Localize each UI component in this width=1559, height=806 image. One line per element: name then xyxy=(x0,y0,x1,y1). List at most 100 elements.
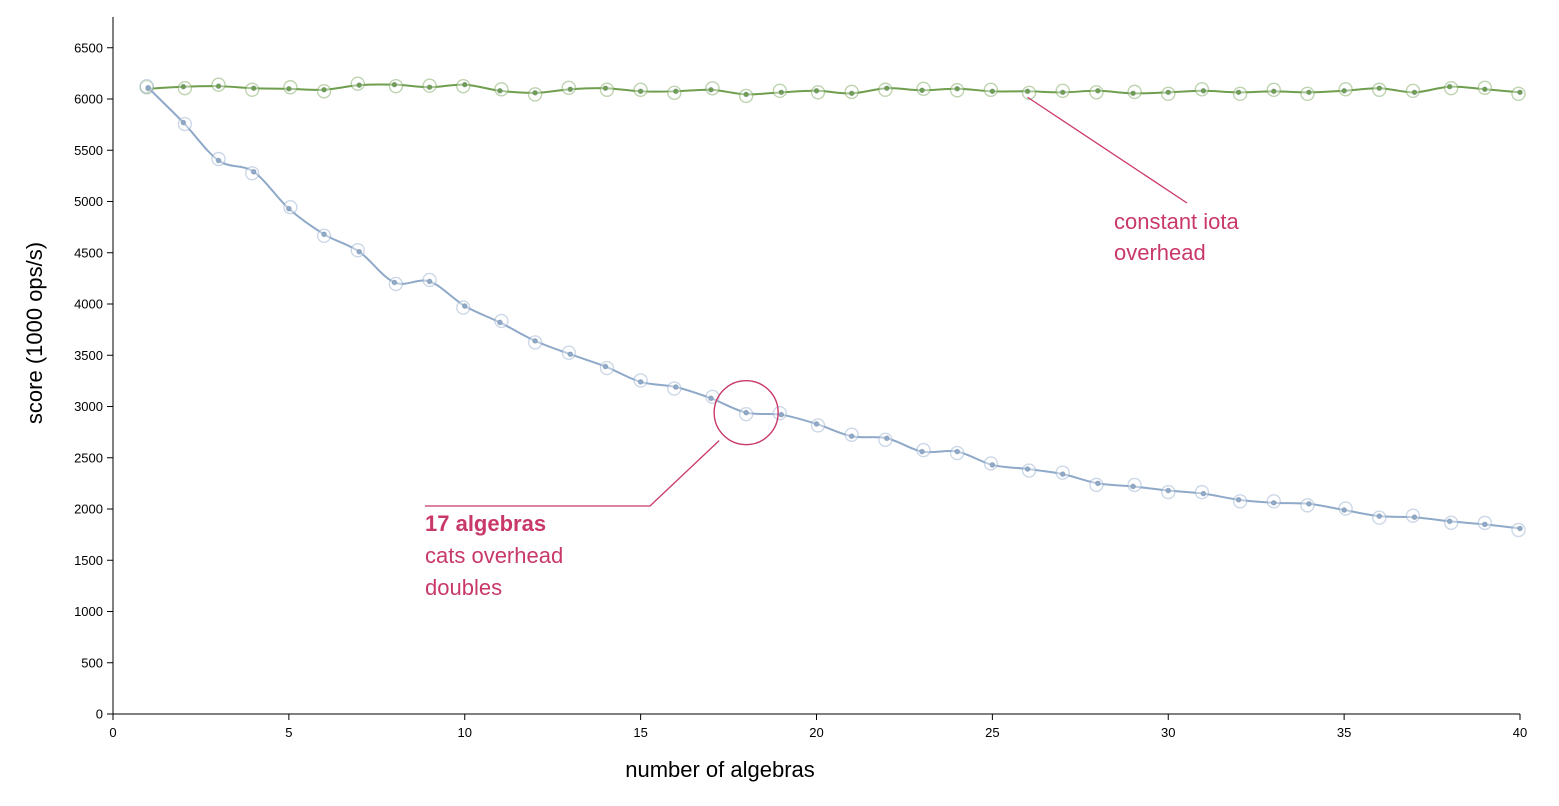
data-point xyxy=(602,85,609,92)
axes: 0 500 1000 1500 2000 2500 3000 3500 4000 4500 5000… xyxy=(74,17,1527,740)
data-point xyxy=(1165,89,1172,96)
data-point xyxy=(1235,496,1242,503)
data-point xyxy=(743,91,750,98)
y-tick-label: 6000 xyxy=(74,92,103,107)
data-point xyxy=(1095,87,1101,94)
data-point xyxy=(1341,87,1348,94)
data-point xyxy=(1200,87,1207,94)
data-point xyxy=(708,395,714,402)
data-point xyxy=(285,85,292,92)
data-point xyxy=(145,84,152,91)
y-tick-label: 3000 xyxy=(74,399,103,414)
data-point xyxy=(391,81,398,88)
x-tick-label: 5 xyxy=(285,725,292,740)
data-point xyxy=(1130,90,1136,97)
x-tick-label: 30 xyxy=(1161,725,1175,740)
annotation-layer: constant iota overhead 17 algebras cats ove… xyxy=(425,96,1240,600)
data-point xyxy=(637,379,644,385)
y-tick-label: 5000 xyxy=(74,194,103,209)
data-point xyxy=(1517,89,1523,96)
annotation-text: 17 algebras xyxy=(425,511,546,536)
x-tick-label: 35 xyxy=(1337,725,1351,740)
data-point xyxy=(1411,89,1418,96)
y-tick-label: 0 xyxy=(96,707,103,722)
data-point xyxy=(813,421,820,427)
data-point xyxy=(461,303,468,309)
x-tick-label: 40 xyxy=(1513,725,1527,740)
data-point xyxy=(215,83,222,90)
data-point xyxy=(1024,88,1031,95)
annotation-text: constant iota xyxy=(1114,209,1240,234)
data-point xyxy=(672,88,679,95)
series-line xyxy=(148,83,1521,96)
y-tick-label: 1500 xyxy=(74,553,103,568)
data-point xyxy=(321,86,327,93)
data-point xyxy=(1024,466,1031,472)
y-tick-label: 2000 xyxy=(74,502,103,517)
x-tick-label: 25 xyxy=(985,725,999,740)
data-point xyxy=(919,448,925,455)
data-point xyxy=(1130,483,1136,490)
y-tick-label: 3500 xyxy=(74,348,103,363)
data-point xyxy=(989,88,996,95)
data-point xyxy=(426,278,433,285)
data-point xyxy=(954,448,961,455)
annotation-cats: 17 algebras cats overhead doubles xyxy=(425,379,779,600)
data-point xyxy=(919,87,925,94)
x-tick-label: 15 xyxy=(633,725,647,740)
y-tick-label: 2500 xyxy=(74,450,103,465)
data-point xyxy=(848,433,855,440)
data-point xyxy=(497,87,503,94)
series-line xyxy=(147,87,1521,530)
data-point xyxy=(180,119,187,126)
data-point xyxy=(356,82,363,89)
y-tick-label: 1000 xyxy=(74,604,103,619)
data-point xyxy=(954,85,961,92)
x-ticks: 0 5 10 15 20 25 30 35 40 xyxy=(109,714,1527,740)
y-tick-label: 4000 xyxy=(74,297,103,312)
data-point xyxy=(1165,487,1172,494)
data-point xyxy=(461,81,468,88)
data-point xyxy=(1341,507,1348,513)
data-point xyxy=(1306,500,1312,507)
y-axis-title: score (1000 ops/s) xyxy=(22,242,47,424)
x-tick-label: 10 xyxy=(458,725,472,740)
data-point xyxy=(215,157,222,164)
y-ticks: 0 500 1000 1500 2000 2500 3000 3500 4000 4500 5000… xyxy=(74,40,113,722)
annotation-pointer-line xyxy=(1027,96,1188,204)
series-0 xyxy=(139,76,1526,104)
data-point xyxy=(672,384,679,390)
data-point xyxy=(1446,83,1453,90)
data-point xyxy=(356,248,363,255)
data-point xyxy=(743,409,750,416)
highlight-circle xyxy=(713,379,779,446)
data-point xyxy=(637,88,644,95)
data-point xyxy=(1270,499,1277,506)
y-tick-label: 500 xyxy=(81,655,103,670)
data-point xyxy=(708,86,714,93)
data-point xyxy=(1095,480,1101,487)
data-point xyxy=(1376,513,1383,520)
x-tick-label: 0 xyxy=(109,725,116,740)
data-point xyxy=(321,231,327,238)
data-point xyxy=(602,363,609,370)
data-point xyxy=(391,279,398,286)
data-point xyxy=(1270,88,1277,95)
data-point xyxy=(1481,86,1488,93)
data-point xyxy=(1200,490,1207,497)
data-point xyxy=(567,351,574,358)
data-point xyxy=(1059,89,1066,96)
data-point xyxy=(426,84,433,91)
data-point xyxy=(532,338,538,344)
data-point xyxy=(250,168,257,175)
series-layer xyxy=(139,76,1526,538)
data-point xyxy=(497,319,503,326)
annotation-text: cats overhead xyxy=(425,543,563,568)
data-point xyxy=(813,87,820,94)
annotation-pointer-line xyxy=(425,440,720,507)
data-point xyxy=(1059,471,1066,478)
data-point xyxy=(1517,525,1523,532)
y-tick-label: 4500 xyxy=(74,245,103,260)
data-point xyxy=(1306,89,1312,96)
